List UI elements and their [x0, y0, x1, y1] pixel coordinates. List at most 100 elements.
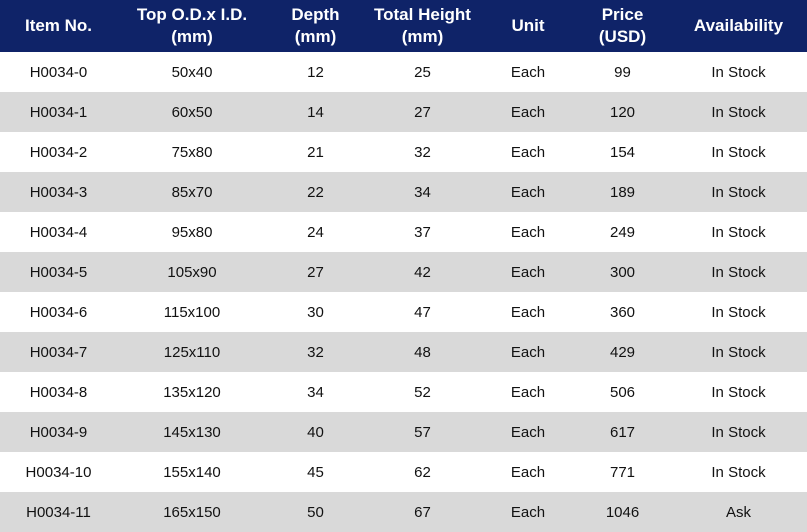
header-depth: Depth (mm): [267, 0, 364, 52]
cell-top-od-id: 60x50: [117, 92, 267, 132]
cell-item-no: H0034-0: [0, 52, 117, 92]
cell-top-od-id: 115x100: [117, 292, 267, 332]
cell-unit: Each: [481, 92, 575, 132]
table-row: H0034-3 85x70 22 34 Each 189 In Stock: [0, 172, 807, 212]
table-header: Item No. Top O.D.x I.D. (mm) Depth (mm) …: [0, 0, 807, 52]
cell-top-od-id: 165x150: [117, 492, 267, 532]
cell-price: 249: [575, 212, 670, 252]
cell-price: 120: [575, 92, 670, 132]
cell-depth: 34: [267, 372, 364, 412]
table-row: H0034-1 60x50 14 27 Each 120 In Stock: [0, 92, 807, 132]
header-total-height: Total Height (mm): [364, 0, 481, 52]
cell-depth: 24: [267, 212, 364, 252]
cell-availability: In Stock: [670, 212, 807, 252]
cell-price: 99: [575, 52, 670, 92]
cell-total-height: 48: [364, 332, 481, 372]
cell-depth: 32: [267, 332, 364, 372]
cell-availability: In Stock: [670, 292, 807, 332]
cell-total-height: 67: [364, 492, 481, 532]
cell-top-od-id: 105x90: [117, 252, 267, 292]
header-price: Price (USD): [575, 0, 670, 52]
table-row: H0034-2 75x80 21 32 Each 154 In Stock: [0, 132, 807, 172]
cell-top-od-id: 95x80: [117, 212, 267, 252]
cell-total-height: 25: [364, 52, 481, 92]
cell-item-no: H0034-5: [0, 252, 117, 292]
cell-item-no: H0034-1: [0, 92, 117, 132]
cell-item-no: H0034-6: [0, 292, 117, 332]
cell-top-od-id: 50x40: [117, 52, 267, 92]
cell-item-no: H0034-3: [0, 172, 117, 212]
cell-top-od-id: 135x120: [117, 372, 267, 412]
cell-availability: In Stock: [670, 412, 807, 452]
cell-availability: In Stock: [670, 52, 807, 92]
table-row: H0034-9 145x130 40 57 Each 617 In Stock: [0, 412, 807, 452]
cell-depth: 50: [267, 492, 364, 532]
header-unit: Unit: [481, 0, 575, 52]
header-item-no: Item No.: [0, 0, 117, 52]
cell-item-no: H0034-9: [0, 412, 117, 452]
cell-unit: Each: [481, 212, 575, 252]
cell-total-height: 62: [364, 452, 481, 492]
cell-price: 771: [575, 452, 670, 492]
cell-price: 360: [575, 292, 670, 332]
table-row: H0034-11 165x150 50 67 Each 1046 Ask: [0, 492, 807, 532]
cell-depth: 14: [267, 92, 364, 132]
cell-top-od-id: 85x70: [117, 172, 267, 212]
cell-total-height: 34: [364, 172, 481, 212]
cell-total-height: 47: [364, 292, 481, 332]
cell-depth: 22: [267, 172, 364, 212]
cell-depth: 30: [267, 292, 364, 332]
cell-availability: In Stock: [670, 172, 807, 212]
cell-price: 300: [575, 252, 670, 292]
cell-top-od-id: 125x110: [117, 332, 267, 372]
cell-unit: Each: [481, 132, 575, 172]
cell-unit: Each: [481, 372, 575, 412]
cell-unit: Each: [481, 52, 575, 92]
header-top-od-id: Top O.D.x I.D. (mm): [117, 0, 267, 52]
table-body: H0034-0 50x40 12 25 Each 99 In Stock H0034-1 60x…: [0, 52, 807, 532]
cell-item-no: H0034-4: [0, 212, 117, 252]
cell-availability: In Stock: [670, 132, 807, 172]
cell-unit: Each: [481, 492, 575, 532]
cell-price: 429: [575, 332, 670, 372]
cell-availability: Ask: [670, 492, 807, 532]
cell-depth: 12: [267, 52, 364, 92]
cell-total-height: 52: [364, 372, 481, 412]
table-row: H0034-6 115x100 30 47 Each 360 In Stock: [0, 292, 807, 332]
cell-availability: In Stock: [670, 372, 807, 412]
table-row: H0034-5 105x90 27 42 Each 300 In Stock: [0, 252, 807, 292]
cell-unit: Each: [481, 252, 575, 292]
table-row: H0034-8 135x120 34 52 Each 506 In Stock: [0, 372, 807, 412]
cell-total-height: 27: [364, 92, 481, 132]
header-availability: Availability: [670, 0, 807, 52]
cell-item-no: H0034-8: [0, 372, 117, 412]
cell-total-height: 37: [364, 212, 481, 252]
cell-depth: 40: [267, 412, 364, 452]
cell-depth: 45: [267, 452, 364, 492]
cell-depth: 21: [267, 132, 364, 172]
cell-price: 154: [575, 132, 670, 172]
cell-top-od-id: 145x130: [117, 412, 267, 452]
cell-price: 506: [575, 372, 670, 412]
cell-price: 617: [575, 412, 670, 452]
cell-total-height: 42: [364, 252, 481, 292]
cell-availability: In Stock: [670, 92, 807, 132]
cell-total-height: 57: [364, 412, 481, 452]
table-row: H0034-0 50x40 12 25 Each 99 In Stock: [0, 52, 807, 92]
cell-availability: In Stock: [670, 252, 807, 292]
table-row: H0034-4 95x80 24 37 Each 249 In Stock: [0, 212, 807, 252]
cell-price: 189: [575, 172, 670, 212]
header-row: Item No. Top O.D.x I.D. (mm) Depth (mm) …: [0, 0, 807, 52]
cell-total-height: 32: [364, 132, 481, 172]
cell-item-no: H0034-11: [0, 492, 117, 532]
table-row: H0034-7 125x110 32 48 Each 429 In Stock: [0, 332, 807, 372]
cell-availability: In Stock: [670, 332, 807, 372]
cell-unit: Each: [481, 172, 575, 212]
cell-availability: In Stock: [670, 452, 807, 492]
cell-item-no: H0034-7: [0, 332, 117, 372]
cell-unit: Each: [481, 412, 575, 452]
cell-depth: 27: [267, 252, 364, 292]
cell-price: 1046: [575, 492, 670, 532]
cell-top-od-id: 75x80: [117, 132, 267, 172]
